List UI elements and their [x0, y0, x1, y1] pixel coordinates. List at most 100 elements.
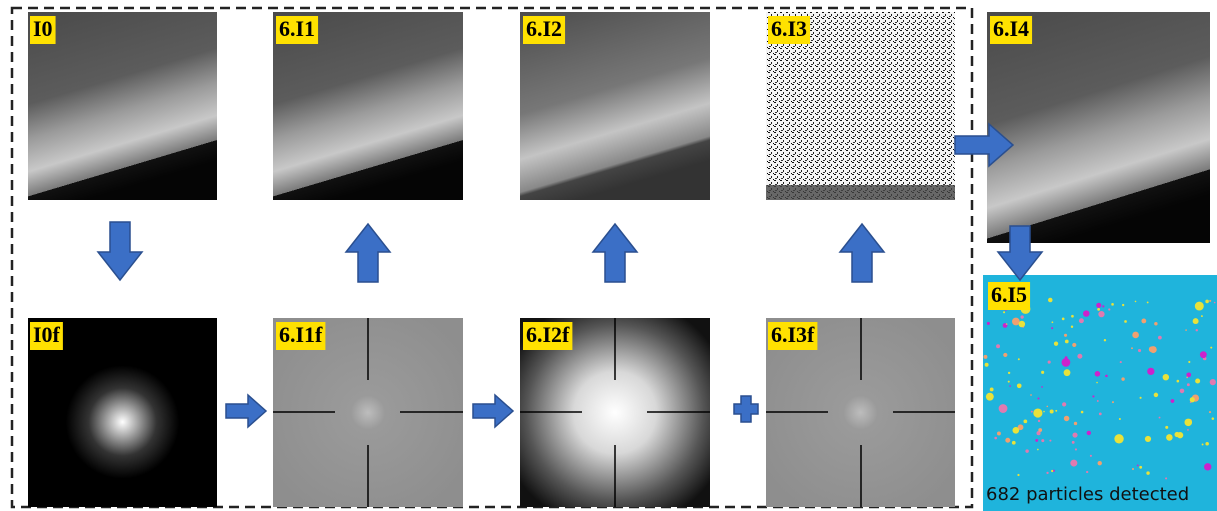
particle — [1097, 308, 1100, 311]
particle — [1072, 433, 1077, 438]
particle — [1033, 408, 1042, 417]
particle — [1147, 368, 1154, 375]
particle — [1064, 369, 1071, 376]
panel-label: 6.I1f — [276, 322, 325, 350]
particle — [996, 344, 1000, 348]
particle — [997, 432, 1001, 436]
particle — [1037, 449, 1039, 451]
particle — [1166, 434, 1173, 441]
particle — [1072, 441, 1075, 444]
arrow-right — [473, 395, 513, 427]
particle — [1071, 326, 1073, 328]
particle — [1099, 412, 1102, 415]
particle — [1165, 477, 1167, 479]
panel-label: 6.I4 — [990, 16, 1032, 44]
particle — [1008, 381, 1010, 383]
particle — [987, 322, 990, 325]
particle — [1012, 427, 1019, 434]
particle — [1017, 474, 1019, 476]
particle — [1025, 449, 1028, 452]
particle — [1086, 471, 1088, 473]
particle — [1074, 422, 1077, 425]
particle — [1031, 411, 1033, 413]
label-text: 6.I1f — [279, 322, 323, 347]
particle — [1204, 463, 1211, 470]
particle — [1098, 461, 1102, 465]
particle — [1108, 308, 1110, 310]
particle — [1097, 400, 1099, 402]
figure: I06.I16.I26.I36.I4I0f6.I1f6.I2f6.I3f6.I5… — [0, 0, 1217, 511]
particle — [1041, 386, 1043, 388]
particle — [1009, 385, 1011, 387]
particle — [1147, 301, 1149, 303]
particle — [1062, 402, 1066, 406]
particle — [1137, 465, 1139, 467]
particle — [1165, 426, 1168, 429]
particle — [1070, 460, 1077, 467]
particle — [1006, 323, 1008, 325]
panel-label: 6.I3f — [768, 322, 817, 350]
particle — [1030, 394, 1032, 396]
particle — [1154, 322, 1157, 325]
particle — [1186, 372, 1191, 377]
particle — [1077, 354, 1082, 359]
particle — [1081, 411, 1084, 414]
particle — [1055, 410, 1057, 412]
particle — [1098, 311, 1104, 317]
particle — [1120, 361, 1122, 363]
particle — [1131, 347, 1133, 349]
particle — [1049, 440, 1051, 442]
arrow-down — [98, 222, 142, 280]
image-i3-band — [766, 185, 955, 200]
particle — [994, 437, 997, 440]
caption: 682 particles detected — [986, 484, 1189, 505]
panel-label: 6.I2 — [523, 16, 565, 44]
particle — [1071, 315, 1074, 318]
particle — [1072, 343, 1076, 347]
particle — [1046, 406, 1048, 408]
particle — [1096, 303, 1101, 308]
particle — [1092, 395, 1094, 397]
particle — [1190, 397, 1195, 402]
particle — [1037, 397, 1039, 399]
particle — [986, 393, 994, 401]
particle — [1065, 340, 1069, 344]
particle — [1043, 411, 1045, 413]
particle — [1075, 448, 1077, 450]
particle — [1102, 305, 1104, 307]
particle — [1005, 438, 1010, 443]
particle — [1177, 380, 1180, 383]
particle — [1195, 378, 1200, 383]
particle — [1051, 327, 1053, 329]
particle — [1012, 441, 1016, 445]
particle — [1188, 361, 1190, 363]
particle — [1062, 358, 1071, 367]
particle — [1112, 401, 1114, 403]
particle — [1105, 375, 1108, 378]
particle — [1205, 442, 1209, 446]
panel-label: 6.I1 — [276, 16, 318, 44]
particle — [1051, 321, 1053, 323]
particle — [1083, 310, 1089, 316]
arrow-right — [226, 395, 266, 427]
particle — [1205, 300, 1209, 304]
label-text: 6.I3 — [771, 16, 807, 41]
particle — [1187, 383, 1190, 386]
particle — [1180, 389, 1185, 394]
particle — [1138, 349, 1141, 352]
arrow-up — [593, 224, 637, 282]
particle — [1124, 320, 1127, 323]
particle — [1209, 411, 1211, 413]
particle — [1141, 319, 1146, 324]
particle — [1187, 429, 1189, 431]
particle — [1210, 379, 1216, 385]
particle — [1041, 439, 1044, 442]
particle — [1048, 361, 1051, 364]
particle — [985, 363, 989, 367]
particle — [1104, 339, 1106, 341]
panel-label: I0f — [30, 322, 63, 350]
label-text: I0 — [33, 16, 53, 41]
particle — [1140, 397, 1142, 399]
particle — [1012, 318, 1020, 326]
particle — [1041, 371, 1044, 374]
